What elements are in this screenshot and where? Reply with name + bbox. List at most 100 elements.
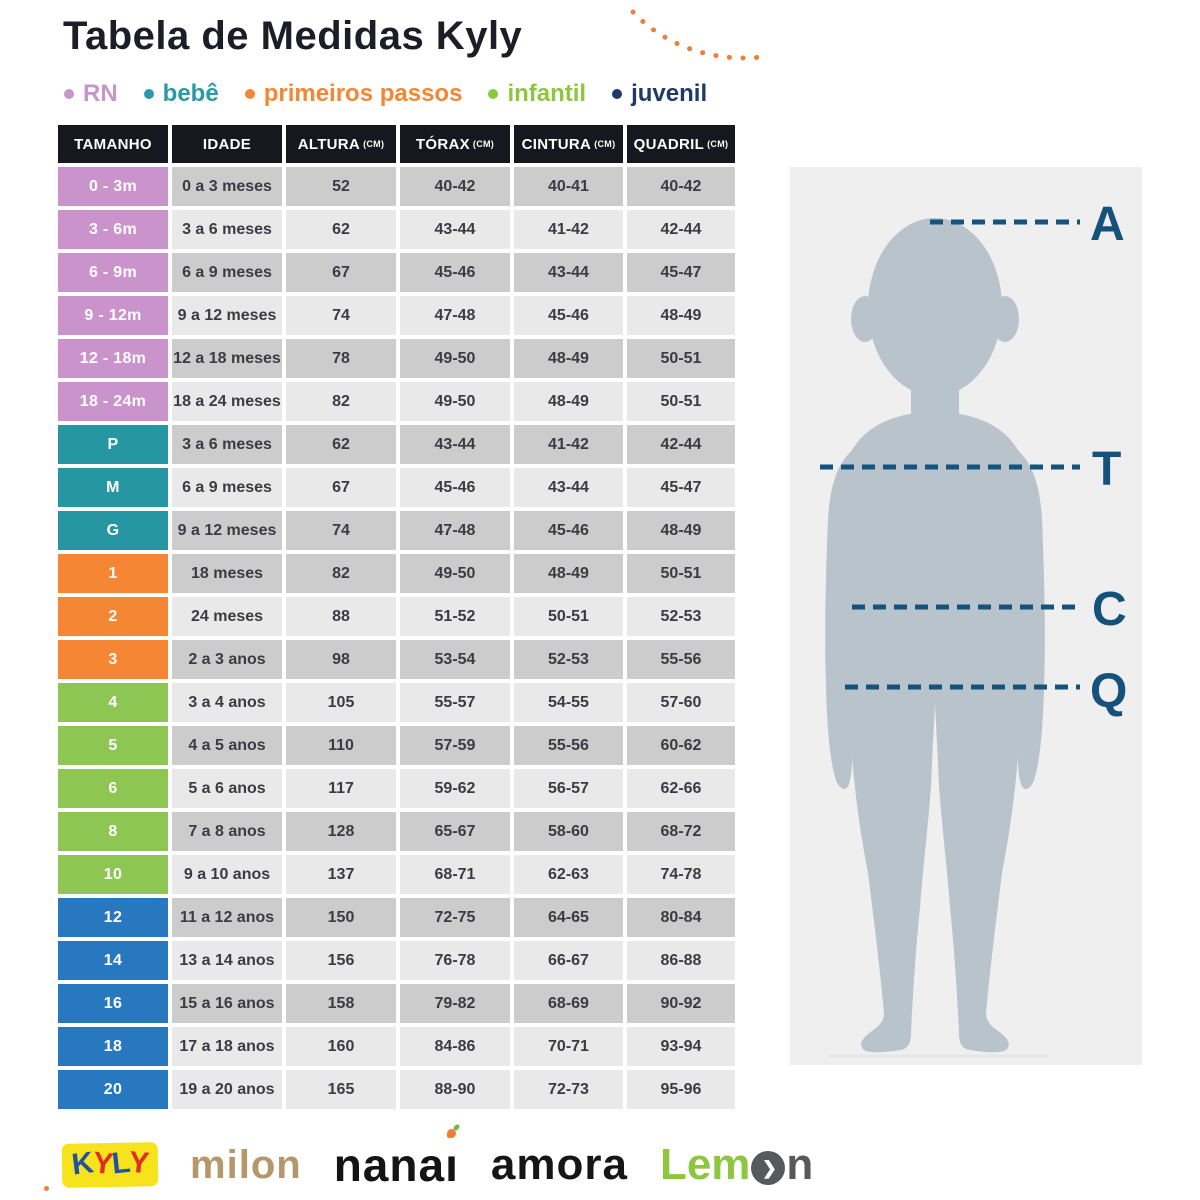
- table-cell: 62: [286, 210, 396, 249]
- label-torax: T: [1092, 443, 1121, 496]
- column-header-label: QUADRIL: [633, 135, 705, 153]
- table-cell: 93-94: [627, 1027, 735, 1066]
- column-header-label: IDADE: [202, 135, 252, 153]
- table-cell: 76-78: [400, 941, 510, 980]
- table-cell: 50-51: [514, 597, 623, 636]
- table-cell: 43-44: [400, 210, 510, 249]
- decorative-dot: [44, 1186, 49, 1191]
- column-header: QUADRIL (CM): [627, 125, 735, 163]
- table-cell: 68-72: [627, 812, 735, 851]
- legend-item: infantil: [488, 80, 586, 108]
- table-cell: 40-41: [514, 167, 623, 206]
- column-header: CINTURA (CM): [514, 125, 623, 163]
- table-cell: 137: [286, 855, 396, 894]
- size-badge: G: [58, 511, 168, 550]
- table-cell: 74-78: [627, 855, 735, 894]
- size-badge: 6 - 9m: [58, 253, 168, 292]
- table-cell: 64-65: [514, 898, 623, 937]
- table-cell: 110: [286, 726, 396, 765]
- table-cell: 59-62: [400, 769, 510, 808]
- amora-logo: amora: [490, 1140, 628, 1189]
- table-cell: 6 a 9 meses: [172, 253, 282, 292]
- size-badge: 1: [58, 554, 168, 593]
- measurements-table: TAMANHO IDADE ALTURA (CM) TÓRAX (CM) CINTURA (C…: [58, 125, 735, 1109]
- legend-dot: [612, 89, 623, 99]
- table-cell: 50-51: [627, 339, 735, 378]
- table-cell: 74: [286, 511, 396, 550]
- table-cell: 41-42: [514, 425, 623, 464]
- table-cell: 11 a 12 anos: [172, 898, 282, 937]
- table-cell: 160: [286, 1027, 396, 1066]
- legend-dot: [143, 89, 154, 99]
- table-cell: 80-84: [627, 898, 735, 937]
- table-cell: 40-42: [400, 167, 510, 206]
- table-cell: 79-82: [400, 984, 510, 1023]
- table-cell: 40-42: [627, 167, 735, 206]
- table-cell: 48-49: [627, 511, 735, 550]
- size-badge: 0 - 3m: [58, 167, 168, 206]
- table-cell: 9 a 12 meses: [172, 511, 282, 550]
- table-cell: 95-96: [627, 1070, 735, 1109]
- table-cell: 43-44: [514, 253, 623, 292]
- label-quadril: Q: [1090, 665, 1127, 718]
- table-cell: 19 a 20 anos: [172, 1070, 282, 1109]
- legend-label: primeiros passos: [263, 80, 463, 107]
- table-cell: 78: [286, 339, 396, 378]
- table-cell: 158: [286, 984, 396, 1023]
- size-badge: 3 - 6m: [58, 210, 168, 249]
- table-cell: 52: [286, 167, 396, 206]
- child-silhouette: [825, 218, 1045, 1053]
- table-cell: 3 a 4 anos: [172, 683, 282, 722]
- table-cell: 88-90: [400, 1070, 510, 1109]
- table-cell: 17 a 18 anos: [172, 1027, 282, 1066]
- column-header-label: TAMANHO: [74, 135, 152, 153]
- size-badge: 3: [58, 640, 168, 679]
- table-cell: 6 a 9 meses: [172, 468, 282, 507]
- table-cell: 7 a 8 anos: [172, 812, 282, 851]
- kyly-letter: Y: [127, 1145, 150, 1181]
- size-badge: 8: [58, 812, 168, 851]
- table-cell: 88: [286, 597, 396, 636]
- table-cell: 52-53: [514, 640, 623, 679]
- legend-label: juvenil: [631, 80, 708, 107]
- table-cell: 48-49: [514, 382, 623, 421]
- table-cell: 9 a 10 anos: [172, 855, 282, 894]
- table-cell: 2 a 3 anos: [172, 640, 282, 679]
- table-cell: 86-88: [627, 941, 735, 980]
- table-cell: 42-44: [627, 425, 735, 464]
- play-arrow: ❯: [761, 1158, 777, 1178]
- table-cell: 156: [286, 941, 396, 980]
- table-cell: 67: [286, 468, 396, 507]
- table-cell: 47-48: [400, 296, 510, 335]
- legend-item: bebê: [143, 80, 219, 108]
- label-cintura: C: [1092, 583, 1127, 636]
- table-cell: 5 a 6 anos: [172, 769, 282, 808]
- size-badge: 20: [58, 1070, 168, 1109]
- table-cell: 67: [286, 253, 396, 292]
- nanai-text: nana: [333, 1139, 446, 1191]
- table-cell: 49-50: [400, 554, 510, 593]
- column-header-unit: (CM): [707, 139, 729, 149]
- table-cell: 18 meses: [172, 554, 282, 593]
- size-badge: 12: [58, 898, 168, 937]
- legend-item: primeiros passos: [244, 80, 463, 108]
- table-cell: 45-47: [627, 468, 735, 507]
- table-cell: 60-62: [627, 726, 735, 765]
- table-cell: 0 a 3 meses: [172, 167, 282, 206]
- column-header-unit: (CM): [472, 139, 495, 149]
- table-cell: 55-56: [514, 726, 623, 765]
- table-cell: 72-75: [400, 898, 510, 937]
- size-badge: P: [58, 425, 168, 464]
- table-cell: 68-71: [400, 855, 510, 894]
- table-cell: 51-52: [400, 597, 510, 636]
- lemon-text: n: [786, 1140, 814, 1189]
- legend-item: juvenil: [612, 80, 707, 108]
- table-cell: 43-44: [400, 425, 510, 464]
- table-cell: 54-55: [514, 683, 623, 722]
- table-cell: 45-46: [514, 511, 623, 550]
- table-cell: 13 a 14 anos: [172, 941, 282, 980]
- legend-item: RN: [64, 80, 118, 108]
